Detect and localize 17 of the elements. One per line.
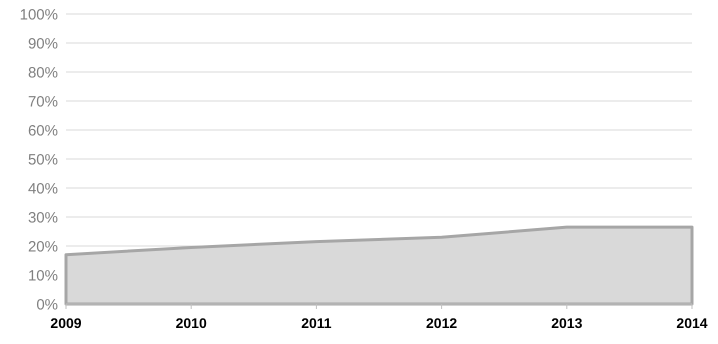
y-tick-label: 60%: [28, 122, 58, 140]
y-tick-label: 10%: [28, 267, 58, 284]
y-tick-label: 100%: [20, 6, 58, 24]
y-tick-label: 30%: [28, 209, 58, 226]
y-tick-label: 90%: [28, 35, 58, 52]
x-tick-label: 2010: [176, 315, 207, 331]
y-tick-label: 20%: [28, 238, 58, 256]
x-tick-label: 2012: [426, 315, 458, 331]
x-tick-label: 2009: [50, 315, 82, 331]
y-tick-label: 80%: [28, 64, 58, 82]
y-tick-label: 40%: [28, 180, 58, 198]
y-tick-label: 50%: [28, 151, 58, 168]
x-tick-label: 2011: [301, 315, 332, 331]
y-tick-label: 70%: [28, 93, 58, 110]
x-tick-label: 2014: [676, 315, 708, 331]
y-tick-label: 0%: [36, 296, 58, 314]
x-tick-label: 2013: [551, 315, 583, 331]
